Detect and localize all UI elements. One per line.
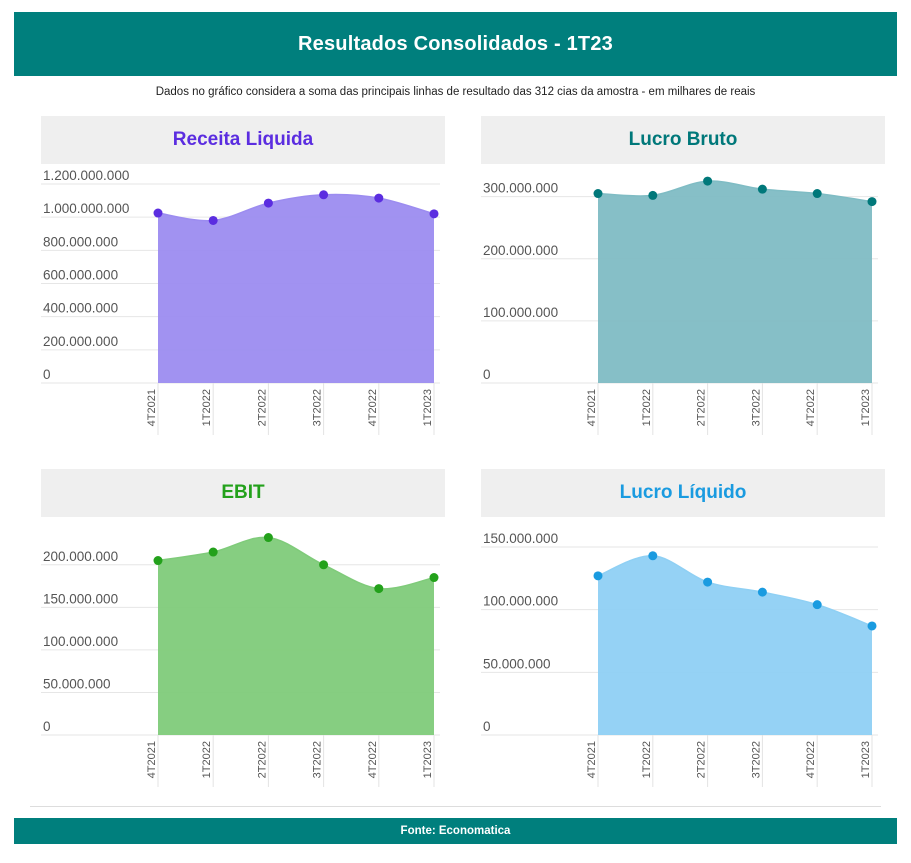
- x-tick-label: 4T2022: [805, 389, 817, 426]
- x-tick-label: 1T2022: [201, 389, 213, 426]
- y-tick-label: 200.000.000: [43, 334, 118, 349]
- chart-receita-liquida: 0 200.000.000 400.000.000 600.000.000 800.00…: [41, 168, 440, 435]
- chart-title: Lucro Líquido: [481, 469, 885, 517]
- y-tick-label: 150.000.000: [43, 591, 118, 606]
- x-tick-label: 1T2023: [860, 741, 872, 778]
- chart-ebit: 0 50.000.000 100.000.000 150.000.000 200.000…: [41, 533, 440, 787]
- area-fill: [598, 181, 872, 383]
- footer-bar: Fonte: Economatica: [14, 818, 897, 844]
- y-tick-label: 1.200.000.000: [43, 168, 129, 183]
- data-point[interactable]: [263, 533, 273, 543]
- area-fill: [158, 537, 434, 735]
- x-tick-label: 1T2023: [422, 741, 434, 778]
- y-tick-label: 400.000.000: [43, 301, 118, 316]
- x-tick-label: 4T2021: [586, 389, 598, 426]
- data-point[interactable]: [429, 209, 439, 219]
- footer-divider: [30, 806, 881, 807]
- x-tick-label: 3T2022: [750, 389, 762, 426]
- data-point[interactable]: [153, 208, 163, 218]
- chart-panel-lucro-bruto: Lucro Bruto 0 100.000.000 200.000.000 300.0…: [481, 116, 887, 446]
- x-tick-label: 1T2023: [422, 389, 434, 426]
- data-point[interactable]: [374, 584, 384, 594]
- y-tick-label: 200.000.000: [483, 243, 558, 258]
- x-tick-label: 2T2022: [696, 389, 708, 426]
- x-tick-label: 2T2022: [256, 741, 268, 778]
- data-point[interactable]: [593, 189, 603, 199]
- x-tick-label: 4T2021: [146, 741, 158, 778]
- x-tick-label: 4T2022: [367, 389, 379, 426]
- data-point[interactable]: [867, 621, 877, 631]
- data-point[interactable]: [593, 571, 603, 581]
- chart-title: Receita Liquida: [41, 116, 445, 164]
- chart-lucro-liquido: 0 50.000.000 100.000.000 150.000.000 4T2021 1…: [481, 531, 878, 787]
- y-tick-label: 150.000.000: [483, 531, 558, 546]
- data-point[interactable]: [867, 197, 877, 207]
- data-point[interactable]: [208, 215, 218, 225]
- x-tick-label: 4T2022: [805, 741, 817, 778]
- x-tick-label: 4T2021: [586, 741, 598, 778]
- y-tick-label: 800.000.000: [43, 234, 118, 249]
- y-tick-label: 600.000.000: [43, 268, 118, 283]
- data-point[interactable]: [319, 190, 329, 200]
- y-tick-label: 300.000.000: [483, 181, 558, 196]
- series-line: [157, 193, 435, 222]
- footer-source: Fonte: Economatica: [400, 825, 511, 837]
- data-point[interactable]: [703, 176, 713, 186]
- data-point[interactable]: [703, 577, 713, 587]
- y-tick-label: 0: [43, 367, 51, 382]
- chart-panel-lucro-liquido: Lucro Líquido 0 50.000.000 100.000.000 150.…: [481, 469, 887, 799]
- series-line: [597, 180, 873, 203]
- data-point[interactable]: [812, 600, 822, 610]
- data-point[interactable]: [648, 190, 658, 200]
- x-tick-label: 4T2022: [367, 741, 379, 778]
- x-tick-label: 1T2022: [641, 389, 653, 426]
- y-tick-label: 0: [483, 367, 491, 382]
- y-tick-label: 50.000.000: [43, 676, 111, 691]
- x-tick-label: 1T2023: [860, 389, 872, 426]
- data-point[interactable]: [153, 556, 163, 566]
- x-tick-label: 4T2021: [146, 389, 158, 426]
- data-point[interactable]: [648, 551, 658, 561]
- chart-panel-receita-liquida: Receita Liquida 0 200.000.000 400.000.000 6…: [41, 116, 447, 446]
- y-tick-label: 50.000.000: [483, 656, 551, 671]
- area-fill: [158, 194, 434, 383]
- dashboard-header: Resultados Consolidados - 1T23: [14, 12, 897, 76]
- data-point[interactable]: [319, 560, 329, 570]
- y-tick-label: 100.000.000: [483, 305, 558, 320]
- x-tick-label: 2T2022: [256, 389, 268, 426]
- data-point[interactable]: [757, 184, 767, 194]
- y-tick-label: 1.000.000.000: [43, 201, 129, 216]
- y-tick-label: 100.000.000: [43, 634, 118, 649]
- data-point[interactable]: [812, 189, 822, 199]
- dashboard-title: Resultados Consolidados - 1T23: [298, 32, 613, 55]
- x-tick-label: 3T2022: [312, 741, 324, 778]
- x-tick-label: 1T2022: [641, 741, 653, 778]
- x-tick-label: 3T2022: [750, 741, 762, 778]
- area-fill: [598, 555, 872, 735]
- data-point[interactable]: [757, 587, 767, 597]
- y-tick-label: 200.000.000: [43, 549, 118, 564]
- x-tick-label: 1T2022: [201, 741, 213, 778]
- series-line: [157, 536, 435, 590]
- data-point[interactable]: [429, 573, 439, 583]
- chart-lucro-bruto: 0 100.000.000 200.000.000 300.000.000 4T2021…: [481, 176, 878, 435]
- chart-title: EBIT: [41, 469, 445, 517]
- data-point[interactable]: [208, 547, 218, 557]
- y-tick-label: 100.000.000: [483, 594, 558, 609]
- x-tick-label: 2T2022: [696, 741, 708, 778]
- y-tick-label: 0: [483, 719, 491, 734]
- x-tick-label: 3T2022: [312, 389, 324, 426]
- y-tick-label: 0: [43, 719, 51, 734]
- chart-panel-ebit: EBIT 0 50.000.000 100.000.000 150.000.000 20…: [41, 469, 447, 799]
- data-point[interactable]: [263, 198, 273, 208]
- dashboard-subtitle: Dados no gráfico considera a soma das pr…: [155, 86, 756, 98]
- data-point[interactable]: [374, 193, 384, 203]
- chart-title: Lucro Bruto: [481, 116, 885, 164]
